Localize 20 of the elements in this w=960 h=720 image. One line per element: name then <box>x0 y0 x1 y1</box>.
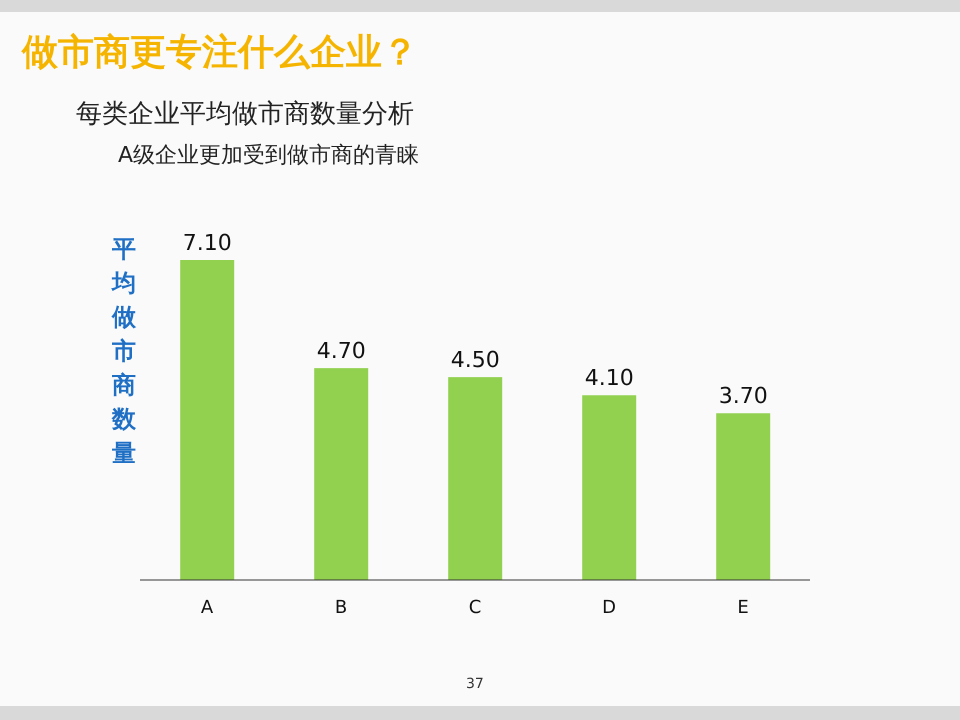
x-tick-label: C <box>468 596 482 618</box>
x-tick-label: E <box>737 596 749 618</box>
bar <box>314 368 368 580</box>
data-label: 4.50 <box>450 348 500 374</box>
data-label: 4.70 <box>316 339 366 364</box>
chart-title: 做市商更专注什么企业？ <box>22 31 418 75</box>
text: A级企业更加受到做市商的青睐 <box>118 142 420 170</box>
text: 37 <box>466 676 484 692</box>
bar <box>582 395 636 580</box>
y-axis-title: 平均做市商数量 <box>110 234 137 469</box>
data-label: 4.10 <box>584 366 634 392</box>
x-tick-label: D <box>602 596 616 618</box>
bar <box>716 413 770 580</box>
chart-subtitle: 每类企业平均做市商数量分析 <box>76 98 414 131</box>
bar <box>180 260 234 580</box>
x-tick-label: B <box>334 596 348 618</box>
data-label: 7.10 <box>182 231 232 256</box>
data-label: 3.70 <box>718 384 768 410</box>
bar <box>448 377 502 580</box>
x-tick-label: A <box>200 596 214 618</box>
